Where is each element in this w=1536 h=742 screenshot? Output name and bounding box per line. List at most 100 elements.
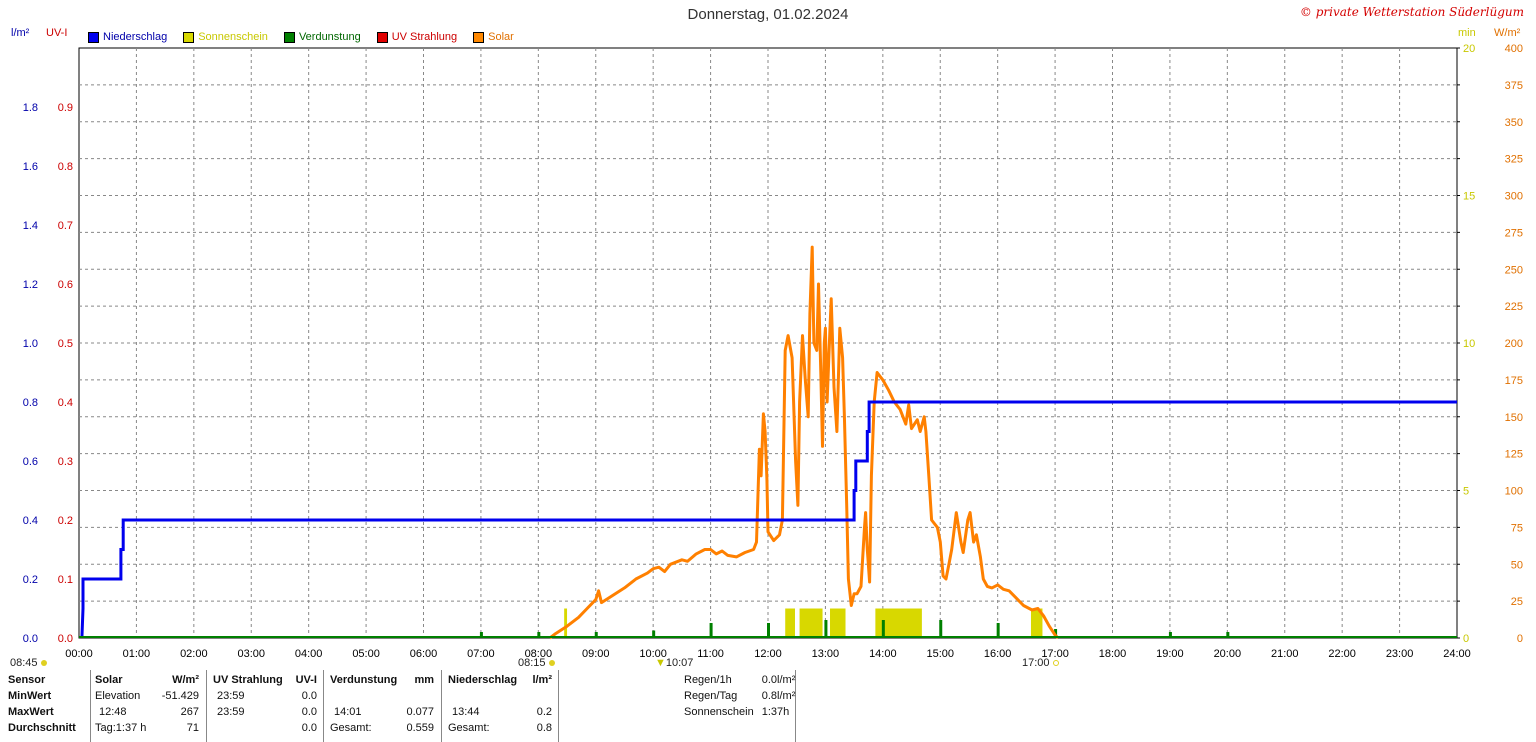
sunrise-left-marker: 08:45	[10, 657, 47, 669]
x-tick-label: 10:00	[639, 648, 667, 660]
precip-tick-label: 1.8	[23, 102, 38, 114]
legend-label: UV Strahlung	[391, 31, 458, 43]
solar-tick-label: 350	[1505, 117, 1523, 129]
solar-tick-label: 300	[1505, 191, 1523, 203]
rain-header: Niederschlag	[448, 674, 518, 686]
uv-max-value: 0.0	[301, 706, 317, 718]
sunshine-bar	[1030, 608, 1043, 638]
evap-max-time: 14:01	[334, 706, 362, 718]
solar-min-value: -51.429	[161, 690, 199, 702]
stats-separator	[795, 670, 796, 742]
stats-labels: Sensor MinWert MaxWert Durchschnitt	[4, 672, 80, 736]
sun-tick-label: 0	[1463, 633, 1469, 645]
uv-tick-label: 0.2	[58, 515, 73, 527]
sun-icon	[548, 660, 555, 667]
sunshine-bar	[830, 608, 846, 638]
stats-uv: UV Strahlung UV-I 23:59 0.0 23:59 0.0 0.0	[209, 672, 321, 736]
x-tick-label: 20:00	[1214, 648, 1242, 660]
chart-series	[79, 245, 1457, 640]
uv-unit-label: UV-I	[46, 27, 68, 39]
precip-tick-label: 0.4	[23, 515, 38, 527]
uv-header: UV Strahlung	[213, 674, 283, 686]
summary-value: 1:37h	[761, 706, 790, 718]
solar-tick-label: 200	[1505, 338, 1523, 350]
evaporation-spike	[479, 632, 483, 638]
sunset-time: 17:00	[1022, 657, 1050, 669]
evaporation-spike	[996, 623, 1000, 638]
solar-max-time: 12:48	[99, 706, 127, 718]
x-tick-label: 18:00	[1099, 648, 1127, 660]
stats-separator	[441, 670, 442, 742]
solar-avg-name: Tag:1:37 h	[95, 722, 147, 734]
uv-min-time: 23:59	[217, 690, 245, 702]
evaporation-spike	[709, 623, 713, 638]
legend-label: Sonnenschein	[198, 31, 268, 43]
solar-tick-label: 375	[1505, 80, 1523, 92]
x-tick-label: 08:00	[525, 648, 553, 660]
evaporation-spike	[537, 632, 541, 638]
legend-item-uv: UV Strahlung	[376, 31, 458, 43]
uv-tick-label: 0.1	[58, 574, 73, 586]
evap-max-value: 0.077	[406, 706, 434, 718]
legend-swatch-niederschlag	[88, 31, 99, 43]
x-tick-label: 07:00	[467, 648, 495, 660]
solar-tick-label: 275	[1505, 227, 1523, 239]
legend-label: Solar	[488, 31, 514, 43]
precip-tick-label: 0.2	[23, 574, 38, 586]
sunshine-bar	[564, 608, 568, 638]
summary-label: Regen/1h	[684, 674, 732, 686]
uv-avg-value: 0.0	[301, 722, 317, 734]
x-tick-label: 21:00	[1271, 648, 1299, 660]
evaporation-spike	[939, 620, 943, 638]
x-tick-label: 03:00	[237, 648, 265, 660]
evaporation-spike	[1226, 632, 1230, 638]
x-tick-label: 22:00	[1328, 648, 1356, 660]
sun-icon	[40, 660, 47, 667]
solar-noon-time: 10:07	[665, 657, 694, 669]
solar-tick-label: 175	[1505, 375, 1523, 387]
summary-value: 0.8l/m²	[761, 690, 796, 702]
summary-label: Sonnenschein	[684, 706, 754, 718]
uv-unit: UV-I	[295, 674, 317, 686]
legend-item-solar: Solar	[473, 31, 514, 43]
solar-tick-label: 250	[1505, 264, 1523, 276]
x-tick-label: 06:00	[410, 648, 438, 660]
uv-tick-label: 0.6	[58, 279, 73, 291]
solar-tick-label: 125	[1505, 449, 1523, 461]
sun-tick-label: 5	[1463, 486, 1469, 498]
legend-item-sonnenschein: Sonnenschein	[183, 31, 268, 43]
solar-tick-label: 325	[1505, 154, 1523, 166]
sunshine-bar	[799, 608, 823, 638]
sunrise-time: 08:15	[518, 657, 546, 669]
legend-label: Verdunstung	[298, 31, 361, 43]
solar-unit: W/m²	[172, 674, 199, 686]
x-tick-label: 24:00	[1443, 648, 1471, 660]
solar-tick-label: 50	[1511, 559, 1523, 571]
precip-unit-label: l/m²	[11, 27, 30, 39]
durchschnitt-label: Durchschnitt	[8, 722, 76, 734]
sunset-marker: 17:00	[1022, 657, 1059, 669]
legend-swatch-uv	[376, 31, 388, 43]
legend-item-verdunstung: Verdunstung	[283, 31, 361, 43]
stats-separator	[323, 670, 324, 742]
sun-unit-label: min	[1458, 27, 1476, 39]
x-tick-label: 17:00	[1041, 648, 1069, 660]
solar-avg-value: 71	[186, 722, 199, 734]
evaporation-spike	[594, 632, 598, 638]
solar-tick-label: 0	[1517, 633, 1523, 645]
solar-header: Solar	[95, 674, 123, 686]
solar-tick-label: 75	[1511, 522, 1523, 534]
legend-swatch-sonnenschein	[183, 31, 195, 43]
summary-value: 0.0l/m²	[761, 674, 796, 686]
rain-total-label: Gesamt:	[448, 722, 490, 734]
x-tick-label: 19:00	[1156, 648, 1184, 660]
sensor-label: Sensor	[8, 674, 46, 686]
solar-tick-label: 225	[1505, 301, 1523, 313]
precip-tick-label: 0.8	[23, 397, 38, 409]
x-tick-label: 23:00	[1386, 648, 1414, 660]
precip-tick-label: 1.4	[23, 220, 38, 232]
uv-tick-label: 0.7	[58, 220, 73, 232]
stats-separator	[90, 670, 91, 742]
x-tick-label: 09:00	[582, 648, 610, 660]
